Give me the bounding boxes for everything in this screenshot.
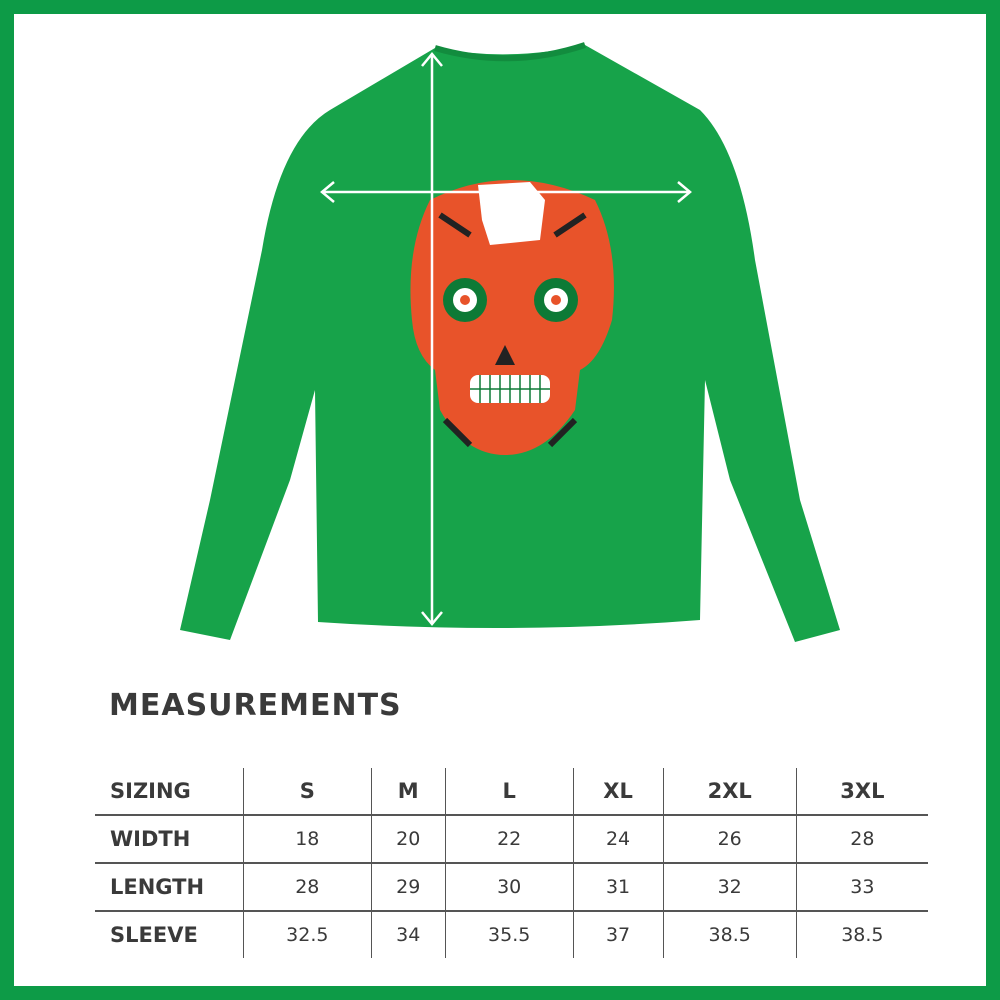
cell: 26 <box>662 814 797 863</box>
header-cell: 3XL <box>795 768 928 815</box>
cell: 22 <box>444 814 573 863</box>
table-row: LENGTH 28 29 30 31 32 33 <box>95 862 928 911</box>
cell: 38.5 <box>662 910 797 958</box>
measurements-title: MEASUREMENTS <box>109 688 402 723</box>
header-cell: SIZING <box>110 779 191 803</box>
header-cell: M <box>370 768 446 815</box>
row-label: WIDTH <box>95 814 244 863</box>
header-cell: L <box>444 768 573 815</box>
row-label: LENGTH <box>95 862 244 911</box>
cell: 33 <box>795 862 928 911</box>
cell: 32.5 <box>243 910 372 958</box>
table-row: WIDTH 18 20 22 24 26 28 <box>95 814 928 863</box>
measurement-arrows <box>320 52 692 626</box>
cell: 18 <box>243 814 372 863</box>
cell: 20 <box>370 814 446 863</box>
cell: 38.5 <box>795 910 928 958</box>
cell: 35.5 <box>444 910 573 958</box>
skull-graphic <box>410 180 614 455</box>
shirt-image <box>180 42 840 642</box>
cell: 29 <box>370 862 446 911</box>
table-row: SLEEVE 32.5 34 35.5 37 38.5 38.5 <box>95 910 928 958</box>
cell: 37 <box>572 910 664 958</box>
cell: 32 <box>662 862 797 911</box>
header-cell: S <box>243 768 372 815</box>
cell: 24 <box>572 814 664 863</box>
header-cell: XL <box>572 768 664 815</box>
table-header-row: SIZING S M L XL 2XL 3XL <box>95 768 928 815</box>
cell: 31 <box>572 862 664 911</box>
row-label: SLEEVE <box>95 910 244 958</box>
cell: 28 <box>795 814 928 863</box>
cell: 28 <box>243 862 372 911</box>
header-cell: 2XL <box>662 768 797 815</box>
cell: 34 <box>370 910 446 958</box>
cell: 30 <box>444 862 573 911</box>
size-chart-table: SIZING S M L XL 2XL 3XL WIDTH 18 20 22 2… <box>95 768 928 958</box>
